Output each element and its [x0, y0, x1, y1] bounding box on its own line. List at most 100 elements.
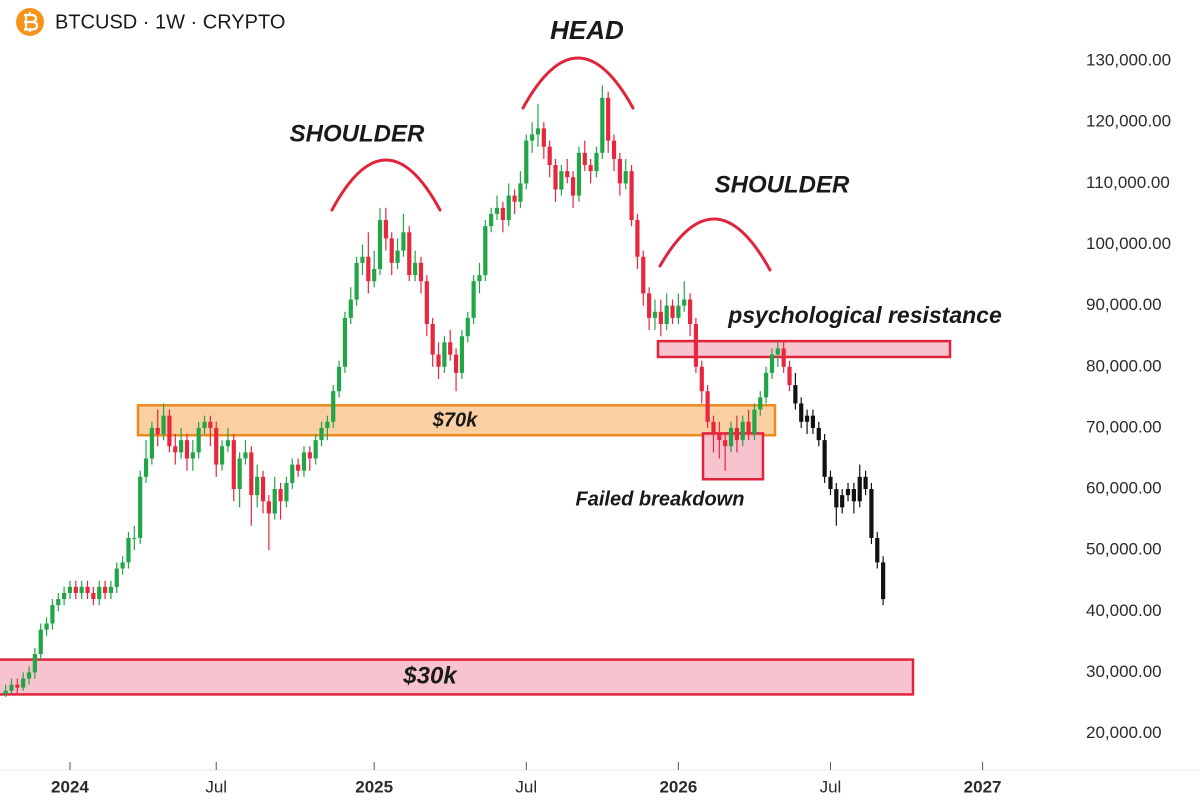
x-tick-label: 2026 — [659, 777, 697, 796]
candle-body — [845, 489, 851, 496]
candle-body — [21, 678, 26, 688]
candle-body — [249, 452, 254, 496]
candle-body — [459, 336, 465, 373]
candle-body — [155, 427, 160, 435]
candle-body — [50, 605, 55, 624]
candle-body — [360, 256, 365, 263]
candle-body — [793, 385, 798, 404]
candle-body — [828, 476, 833, 490]
x-tick-label: Jul — [820, 777, 842, 796]
candle-body — [740, 421, 745, 441]
x-tick-label: Jul — [515, 777, 537, 796]
candle-body — [97, 586, 102, 600]
candle-body — [366, 256, 371, 282]
candle-body — [804, 415, 810, 422]
candle-body — [348, 299, 353, 318]
candle-body — [301, 452, 307, 471]
y-tick-label: 40,000.00 — [1086, 601, 1162, 620]
candle-body — [307, 452, 312, 459]
candle-body — [290, 464, 295, 483]
candle-body — [278, 489, 283, 502]
candle-body — [781, 348, 786, 367]
candle-body — [430, 323, 435, 355]
candle-body — [664, 305, 669, 324]
candle-body — [746, 421, 751, 435]
candle-body — [237, 458, 242, 490]
candle-body — [38, 629, 43, 655]
candle-body — [413, 262, 418, 276]
candle-body — [582, 152, 587, 166]
candle-body — [342, 317, 348, 367]
candle-body — [120, 562, 125, 569]
candle-body — [418, 262, 424, 282]
x-tick-label: 2027 — [964, 777, 1002, 796]
candle-body — [623, 171, 628, 184]
candle-body — [167, 415, 172, 447]
candle-body — [284, 482, 289, 502]
candle-body — [670, 305, 675, 318]
candle-body — [214, 427, 219, 465]
bitcoin-glyph — [24, 12, 39, 32]
candle-body — [453, 354, 459, 373]
candle-body — [173, 446, 178, 453]
candle-body — [190, 452, 195, 459]
candle-body — [606, 97, 611, 141]
candle-body — [143, 458, 149, 477]
candle-body — [705, 391, 710, 422]
y-tick-label: 90,000.00 — [1086, 295, 1162, 314]
candle-body — [395, 250, 400, 263]
y-tick-label: 120,000.00 — [1086, 112, 1171, 131]
candle-body — [471, 281, 476, 318]
candle-body — [565, 171, 570, 178]
candle-body — [272, 489, 277, 514]
candle-body — [547, 146, 552, 166]
candle-body — [32, 654, 37, 673]
candle-body — [9, 684, 14, 691]
candle-body — [208, 421, 213, 428]
candle-body — [810, 415, 816, 428]
axes: 20,000.00 30,000.00 40,000.00 50,000.00 60,0… — [0, 51, 1200, 796]
candle-body — [752, 409, 757, 435]
candle-body — [518, 183, 523, 202]
candle-body — [723, 440, 728, 447]
candle-body — [225, 440, 231, 447]
zone-label: $30k — [402, 662, 458, 689]
candle-body — [869, 489, 874, 538]
candle-body — [313, 440, 318, 459]
candle-body — [448, 342, 453, 355]
zone — [136, 404, 777, 437]
candle-body — [243, 452, 248, 459]
candle-body — [699, 366, 704, 392]
pattern-arcs — [330, 56, 772, 272]
x-tick-label: Jul — [205, 777, 227, 796]
candle-body — [377, 220, 383, 269]
y-tick-label: 20,000.00 — [1086, 723, 1162, 742]
candle-body — [863, 476, 868, 490]
candle-body — [465, 317, 470, 337]
candle-body — [728, 427, 734, 447]
candle-body — [524, 140, 529, 184]
candle-body — [266, 501, 271, 514]
candle-body — [494, 207, 500, 214]
candle-body — [325, 421, 330, 428]
candle-body — [506, 195, 511, 221]
zone-label: Failed breakdown — [576, 488, 745, 510]
candle-body — [401, 232, 406, 251]
candle-body — [102, 586, 108, 593]
candle-body — [652, 311, 658, 318]
candle-body — [442, 342, 447, 367]
symbol-title: BTCUSD · 1W · CRYPTO — [55, 11, 285, 33]
candle-body — [219, 446, 225, 465]
candle-body — [231, 440, 236, 490]
candle-body — [881, 562, 886, 600]
candles — [3, 85, 886, 697]
zones — [0, 339, 952, 696]
labels: $70k psychological resistance Failed break… — [290, 15, 1002, 689]
candle-body — [44, 623, 49, 630]
candle-body — [541, 128, 546, 147]
candle-body — [179, 440, 184, 453]
candle-body — [15, 684, 20, 688]
candle-body — [594, 152, 599, 172]
candle-body — [682, 299, 687, 306]
y-tick-label: 100,000.00 — [1086, 234, 1171, 253]
